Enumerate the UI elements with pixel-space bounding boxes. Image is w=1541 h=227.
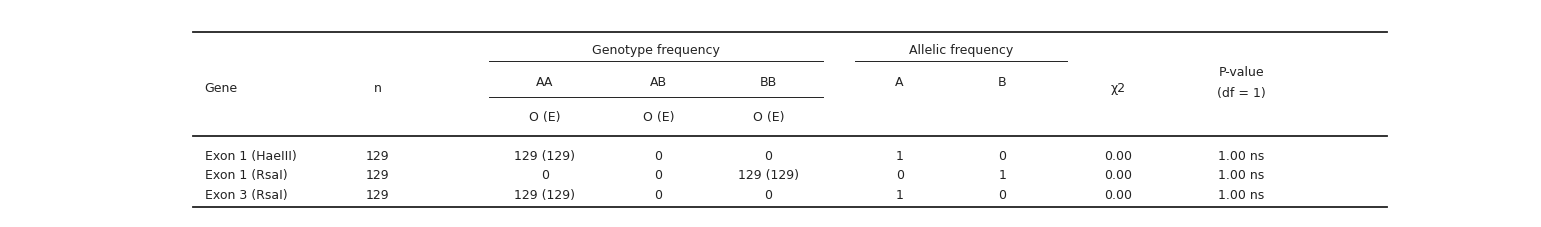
Text: 0.00: 0.00 [1105,149,1133,162]
Text: AB: AB [650,76,667,89]
Text: 0: 0 [655,188,663,201]
Text: B: B [999,76,1006,89]
Text: Allelic frequency: Allelic frequency [909,44,1014,57]
Text: Exon 1 (HaeIII): Exon 1 (HaeIII) [205,149,296,162]
Text: 0.00: 0.00 [1105,188,1133,201]
Text: 129: 129 [365,188,390,201]
Text: Genotype frequency: Genotype frequency [592,44,720,57]
Text: Gene: Gene [205,81,237,94]
Text: 129 (129): 129 (129) [738,168,798,181]
Text: P-value: P-value [1219,65,1264,78]
Text: 1: 1 [999,168,1006,181]
Text: 129 (129): 129 (129) [515,149,575,162]
Text: 0: 0 [999,149,1006,162]
Text: 1: 1 [895,188,903,201]
Text: AA: AA [536,76,553,89]
Text: O (E): O (E) [643,111,673,124]
Text: χ2: χ2 [1111,81,1126,94]
Text: (df = 1): (df = 1) [1217,86,1265,99]
Text: 129: 129 [365,168,390,181]
Text: 129: 129 [365,149,390,162]
Text: 0: 0 [655,168,663,181]
Text: 1: 1 [895,149,903,162]
Text: 0: 0 [999,188,1006,201]
Text: Exon 3 (RsaI): Exon 3 (RsaI) [205,188,287,201]
Text: 0: 0 [764,149,772,162]
Text: BB: BB [760,76,777,89]
Text: 0: 0 [541,168,549,181]
Text: 0: 0 [764,188,772,201]
Text: 0: 0 [655,149,663,162]
Text: 0.00: 0.00 [1105,168,1133,181]
Text: O (E): O (E) [529,111,561,124]
Text: Exon 1 (RsaI): Exon 1 (RsaI) [205,168,287,181]
Text: 129 (129): 129 (129) [515,188,575,201]
Text: 1.00 ns: 1.00 ns [1217,149,1264,162]
Text: 1.00 ns: 1.00 ns [1217,168,1264,181]
Text: 1.00 ns: 1.00 ns [1217,188,1264,201]
Text: A: A [895,76,905,89]
Text: 0: 0 [895,168,903,181]
Text: O (E): O (E) [752,111,784,124]
Text: n: n [374,81,382,94]
